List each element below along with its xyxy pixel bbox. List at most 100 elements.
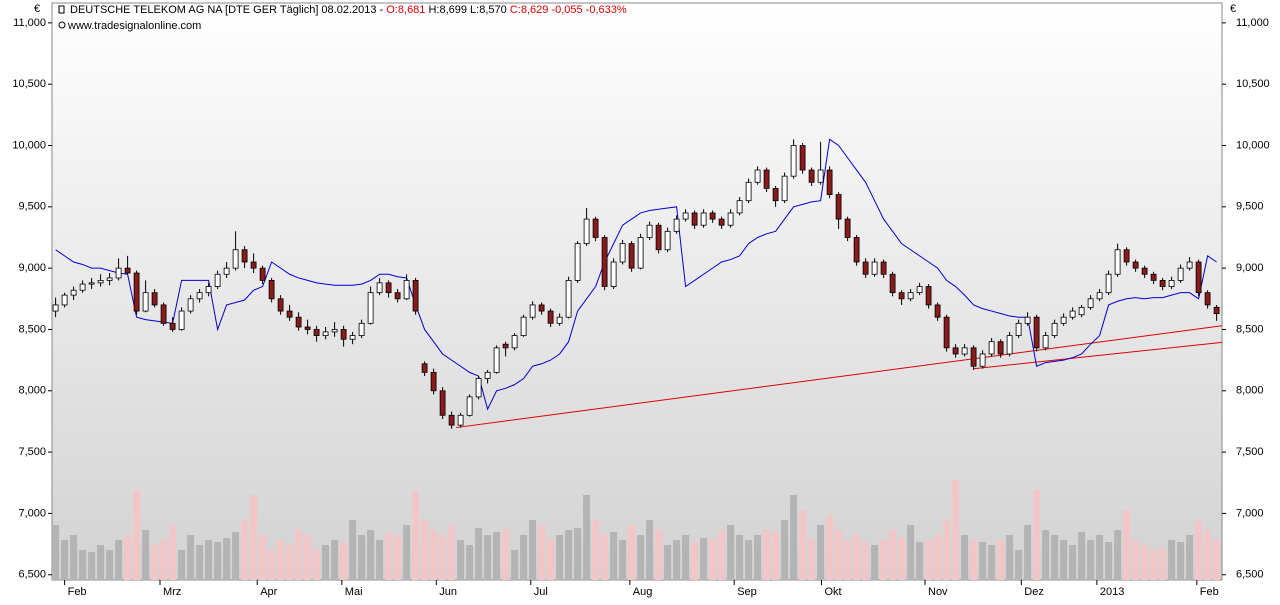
y-tick-label: 7,500 <box>18 446 46 458</box>
volume-bar <box>952 480 960 580</box>
candle-body <box>52 304 59 312</box>
volume-bar <box>592 520 600 580</box>
candle-body <box>835 194 842 220</box>
candle-body <box>1123 249 1130 263</box>
volume-bar <box>871 545 879 580</box>
volume-bar <box>421 520 429 580</box>
y-tick-label: 8,500 <box>18 323 46 335</box>
volume-bar <box>223 538 231 580</box>
candle-body <box>1105 273 1112 294</box>
candle-body <box>106 277 113 281</box>
candle-body <box>700 212 707 226</box>
candle-body <box>907 292 914 300</box>
candle-body <box>952 347 959 355</box>
candle-body <box>916 286 923 294</box>
candle-body <box>268 280 275 300</box>
volume-bar <box>988 545 996 580</box>
candle-body <box>1132 261 1139 269</box>
y-tick-label: 8,000 <box>1236 385 1264 397</box>
candle-body <box>1060 316 1067 324</box>
volume-bar <box>754 535 762 580</box>
candle-body <box>439 390 446 416</box>
candle-body <box>574 243 581 281</box>
candle-body <box>583 218 590 245</box>
candle-body <box>889 273 896 294</box>
volume-bar <box>331 540 339 580</box>
candle-body <box>133 272 140 312</box>
candle-body <box>961 347 968 355</box>
volume-bar <box>1195 520 1203 580</box>
x-tick-label: Apr <box>260 586 277 598</box>
candle-body <box>448 414 455 426</box>
volume-bar <box>1078 532 1086 580</box>
candle-body <box>1024 316 1031 324</box>
volume-bar <box>718 530 726 580</box>
candle-body <box>502 343 509 349</box>
volume-bar <box>736 535 744 580</box>
volume-bar <box>898 538 906 580</box>
volume-bar <box>520 535 528 580</box>
candle-body <box>844 218 851 238</box>
volume-bar <box>304 535 312 580</box>
candle-body <box>565 280 572 318</box>
volume-bar <box>1105 542 1113 580</box>
volume-bar <box>1159 548 1167 580</box>
candle-body <box>1078 306 1085 316</box>
volume-bar <box>1123 510 1131 580</box>
layer <box>52 138 1223 580</box>
candle-body <box>691 212 698 226</box>
volume-bar <box>961 535 969 580</box>
volume-bar <box>430 530 438 580</box>
x-tick-label: Feb <box>1200 586 1219 598</box>
candle-body <box>718 218 725 226</box>
candle-body <box>295 316 302 328</box>
volume-bar <box>529 520 537 580</box>
volume-bar <box>853 535 861 580</box>
volume-bar <box>97 545 105 580</box>
y-tick-label: 8,500 <box>1236 323 1264 335</box>
candle-body <box>277 298 284 312</box>
symbol-icon <box>58 5 65 14</box>
candle-body <box>223 267 230 275</box>
candle-body <box>601 237 608 287</box>
volume-bar <box>448 525 456 580</box>
volume-bar <box>763 530 771 580</box>
candle-body <box>664 230 671 251</box>
volume-bar <box>808 540 816 580</box>
candle-body <box>898 292 905 300</box>
volume-bar <box>403 525 411 580</box>
volume-bar <box>934 535 942 580</box>
volume-bar <box>574 528 582 580</box>
volume-bar <box>1114 530 1122 580</box>
volume-bar <box>466 545 474 580</box>
volume-bar <box>295 530 303 580</box>
y-tick-label: 7,000 <box>18 507 46 519</box>
volume-bar <box>1024 525 1032 580</box>
candle-body <box>799 145 806 171</box>
currency-left: € <box>34 3 40 15</box>
candle-body <box>70 289 77 296</box>
candle-body <box>241 249 248 263</box>
candle-body <box>1168 280 1175 287</box>
header-hl: H:8,699 L:8,570 <box>425 4 509 16</box>
y-tick-label: 8,000 <box>18 385 46 397</box>
volume-bar <box>970 540 978 580</box>
candle-body <box>475 378 482 398</box>
candle-body <box>151 292 158 306</box>
volume-bar <box>115 540 123 580</box>
volume-bar <box>880 540 888 580</box>
volume-bar <box>322 545 330 580</box>
candle-body <box>259 267 266 281</box>
volume-bar <box>844 540 852 580</box>
volume-bar <box>106 550 114 580</box>
volume-bar <box>277 540 285 580</box>
volume-bar <box>772 532 780 580</box>
x-tick-label: Mai <box>345 586 363 598</box>
candle-body <box>412 280 419 312</box>
candle-body <box>1195 261 1202 294</box>
candle-body <box>160 304 167 324</box>
volume-bar <box>313 550 321 580</box>
candle-body <box>547 310 554 324</box>
candle-body <box>619 243 626 263</box>
x-tick-label: Mrz <box>163 586 181 598</box>
